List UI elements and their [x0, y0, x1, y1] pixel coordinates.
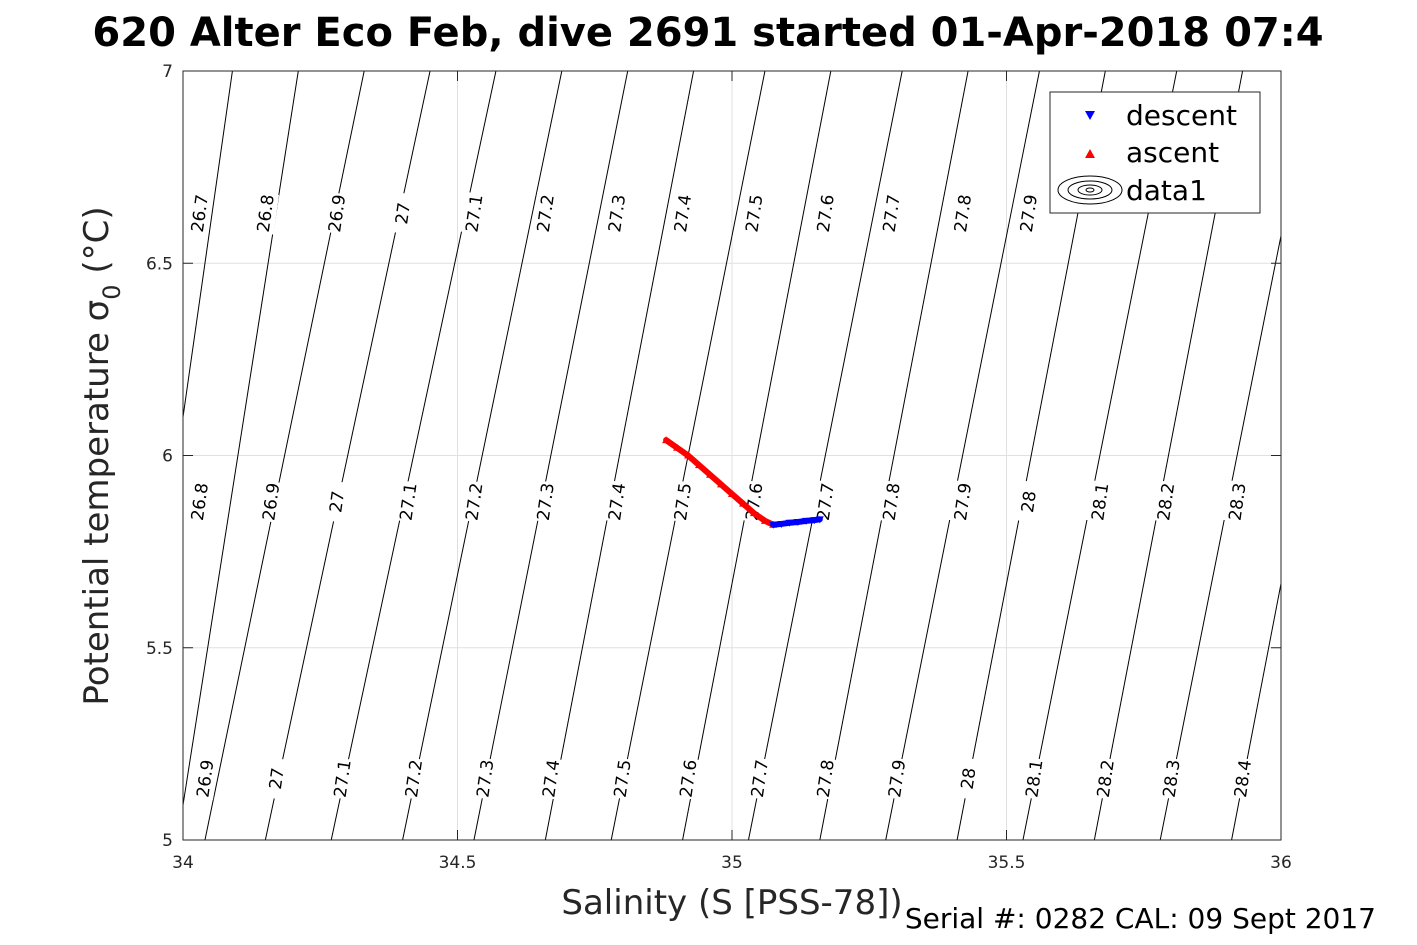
contour-label-bg-15	[323, 480, 351, 523]
contour-label-bg-20	[668, 480, 697, 523]
density-contour-17	[1231, 581, 1281, 840]
y-axis-label-subscript: 0	[98, 284, 126, 299]
contour-label-bg-25	[1014, 480, 1043, 523]
contour-label-bg-13	[185, 480, 214, 523]
legend-data1-label: data1	[1126, 174, 1207, 207]
y-tick-label-4: 7	[162, 62, 173, 82]
y-tick-label-1: 5.5	[146, 639, 173, 659]
x-tick-label-2: 35	[721, 853, 743, 873]
contour-label-30: 27	[266, 766, 289, 790]
contour-label-bg-27	[1151, 480, 1180, 523]
contour-label-bg-38	[811, 757, 840, 800]
contour-label-bg-5	[531, 191, 560, 235]
contour-label-bg-8	[740, 191, 768, 235]
contour-label-40: 28	[958, 766, 981, 790]
legend-data1-contour-icon	[1057, 175, 1123, 205]
contour-label-bg-6	[602, 191, 631, 235]
contour-label-bg-30	[262, 757, 291, 800]
data-series	[662, 436, 824, 529]
density-contour-0	[183, 71, 233, 421]
y-axis-label-unit: (°C)	[77, 206, 117, 284]
contour-label-bg-34	[537, 757, 565, 800]
descent-trace	[770, 516, 823, 528]
contour-label-15: 27	[326, 490, 349, 514]
y-axis-label-main: Potential temperature σ	[77, 300, 117, 706]
legend-ascent-label: ascent	[1126, 136, 1219, 169]
contour-label-bg-32	[399, 757, 428, 800]
legend-ascent-marker	[1085, 149, 1095, 158]
chart-title: 620 Alter Eco Feb, dive 2691 started 01-…	[92, 10, 1323, 56]
x-tick-label-0: 34	[172, 853, 194, 873]
contour-label-bg-2	[323, 191, 351, 235]
contour-label-bg-28	[1223, 480, 1251, 523]
contour-label-bg-37	[745, 757, 774, 800]
contour-label-bg-3	[388, 191, 417, 235]
contour-label-bg-22	[811, 480, 840, 523]
contour-label-bg-4	[460, 191, 488, 235]
x-tick-label-4: 36	[1270, 853, 1292, 873]
contour-label-bg-18	[531, 480, 560, 523]
contour-label-bg-9	[811, 191, 840, 235]
contour-label-bg-10	[877, 191, 905, 235]
contour-label-bg-24	[948, 480, 977, 523]
contour-label-bg-26	[1086, 480, 1114, 523]
contour-label-bg-42	[1091, 757, 1120, 800]
density-contour-10	[747, 71, 903, 840]
x-tick-label-3: 35.5	[988, 853, 1026, 873]
density-contour-11	[819, 71, 969, 840]
y-tick-label-2: 6	[162, 447, 173, 467]
contour-label-bg-11	[948, 191, 977, 235]
contour-label-bg-0	[185, 191, 214, 235]
contour-label-bg-36	[674, 757, 702, 800]
contour-label-bg-39	[882, 757, 911, 800]
contour-label-bg-12	[1014, 191, 1043, 235]
contour-label-bg-17	[460, 480, 488, 523]
contour-label-bg-1	[251, 191, 280, 235]
serial-calibration-text: Serial #: 0282 CAL: 09 Sept 2017	[905, 902, 1376, 935]
y-tick-label-0: 5	[162, 831, 173, 851]
density-contour-6	[473, 71, 629, 840]
legend-descent-marker	[1085, 111, 1095, 120]
contour-label-bg-7	[668, 191, 697, 235]
contour-label-bg-19	[602, 480, 631, 523]
density-contour-16	[1159, 233, 1281, 840]
density-contour-12	[885, 71, 1040, 840]
contour-label-bg-43	[1157, 757, 1185, 800]
legend-box	[1049, 91, 1261, 214]
contour-label-bg-23	[877, 480, 905, 523]
density-contour-9	[682, 71, 832, 840]
contour-label-bg-41	[1020, 757, 1048, 800]
contour-label-bg-21	[740, 480, 768, 523]
y-tick-label-3: 6.5	[146, 254, 173, 274]
legend-descent-label: descent	[1126, 99, 1237, 132]
density-contour-7	[544, 71, 695, 840]
contour-label-bg-40	[954, 757, 982, 800]
legend: descent ascent data1	[1049, 91, 1261, 214]
contour-label-bg-29	[191, 757, 219, 800]
contour-label-bg-33	[471, 757, 499, 800]
ascent-trace	[663, 437, 777, 528]
density-contour-5	[402, 71, 563, 840]
y-axis-label: Potential temperature σ0 (°C)	[77, 206, 126, 705]
contour-label-bg-16	[394, 480, 422, 523]
contour-label-3: 27	[392, 201, 415, 225]
y-tick-labels: 5 5.5 6 6.5 7	[146, 62, 173, 851]
x-tick-labels: 34 34.5 35 35.5 36	[172, 853, 1292, 873]
x-axis-label: Salinity (S [PSS-78])	[561, 883, 902, 923]
contour-label-bg-14	[257, 480, 285, 523]
axis-ticks	[182, 70, 1282, 841]
contour-label-bg-44	[1228, 757, 1257, 800]
density-contour-18	[1297, 71, 1417, 840]
contour-label-25: 28	[1018, 490, 1041, 514]
contour-label-bg-31	[328, 757, 356, 800]
contour-label-bg-35	[608, 757, 636, 800]
x-tick-label-1: 34.5	[439, 853, 477, 873]
